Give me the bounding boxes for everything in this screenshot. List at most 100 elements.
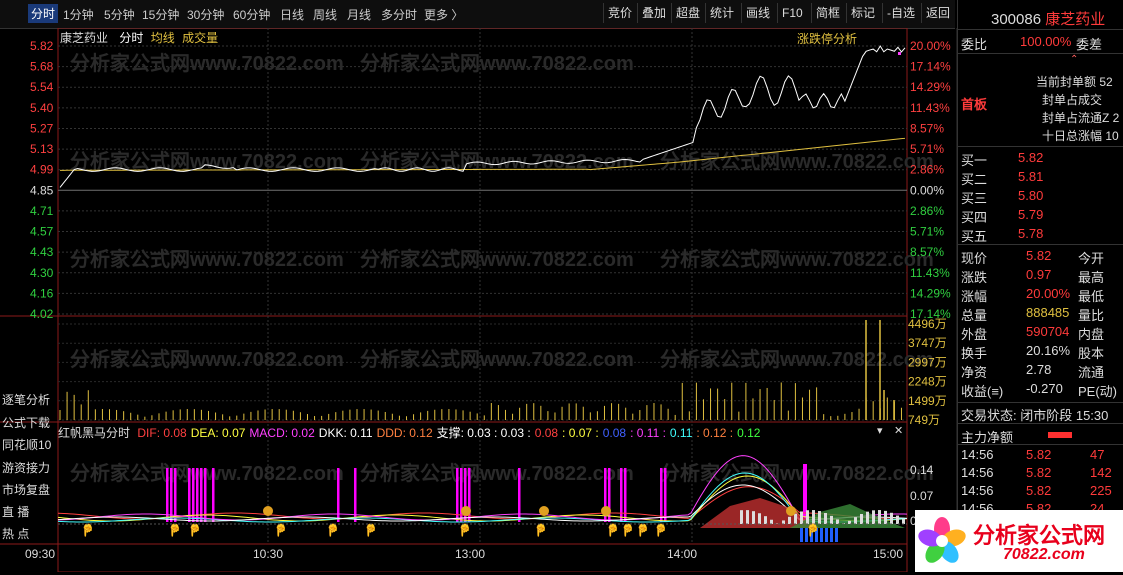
market-review-button[interactable]: 市场复盘 [2, 481, 50, 498]
volume-tick-label: 4496万 [908, 317, 947, 331]
signal-bar [200, 468, 203, 522]
quote-value: 0.97 [1026, 267, 1051, 282]
indicator-hist-bar [824, 513, 827, 524]
time-tick-label: 10:30 [253, 547, 283, 561]
bid-price: 5.82 [1018, 150, 1043, 165]
quote-label: 涨跌 [961, 267, 987, 286]
tab-1min[interactable]: 1分钟 [63, 6, 94, 23]
indicator-hist-bar [800, 511, 803, 524]
pointer-icon: ☝ [635, 523, 650, 538]
price-tick-label: 5.27 [30, 121, 54, 135]
trade-status: 交易状态: 闭市阶段 15:30 [961, 405, 1108, 424]
price-tick-label: 5.68 [30, 60, 54, 74]
tick-price: 5.82 [1026, 465, 1051, 480]
wb-label: 委比 [961, 34, 987, 53]
pointer-icon: ☝ [653, 523, 668, 538]
indicator-close-icon[interactable]: ✕ [894, 424, 903, 437]
bid-price: 5.81 [1018, 169, 1043, 184]
watermark-text: 分析家公式网www.70822.com [660, 149, 934, 173]
tab-intraday[interactable]: 分时 [28, 4, 58, 23]
quote-label: 收益(≡) [961, 381, 1003, 400]
watermark-text: 分析家公式网www.70822.com [360, 347, 634, 371]
indicator-hist-bar-blue [830, 528, 833, 542]
limit-marker [898, 52, 901, 55]
pointer-icon: ☝ [533, 523, 548, 538]
quote-label: 总量 [961, 305, 987, 324]
expand-icon[interactable]: ⌃ [1070, 54, 1078, 65]
quote-panel: 300086 康芝药业 委比 100.00% 委差 ⌃ 首板 当前封单额 52 … [957, 0, 1123, 572]
quote-value: 5.82 [1026, 248, 1051, 263]
back-button[interactable]: 返回 [921, 3, 954, 23]
price-tick-label: 5.40 [30, 101, 54, 115]
volume-tick-label: 2248万 [908, 375, 947, 389]
indicator-hist-bar [866, 512, 869, 524]
tab-daily[interactable]: 日线 [280, 6, 304, 23]
tab-30min[interactable]: 30分钟 [187, 6, 224, 23]
price-tick-label: 5.54 [30, 80, 54, 94]
indicator-value: DDD: 0.12 [377, 426, 433, 440]
tab-weekly[interactable]: 周线 [313, 6, 337, 23]
intraday-chart[interactable]: 分析家公式网www.70822.com 分析家公式网www.70822.com 分析… [0, 28, 957, 572]
indicator-value: DEA: 0.07 [191, 426, 246, 440]
tab-5min[interactable]: 5分钟 [104, 6, 135, 23]
tab-multi-intraday[interactable]: 多分时 [381, 6, 417, 23]
indicator-hist-bar [836, 519, 839, 524]
signal-bar [170, 468, 173, 522]
bid-level-label: 买二 [961, 169, 987, 188]
indicator-hist-bar [854, 517, 857, 524]
stats-button[interactable]: 统计 [705, 3, 738, 23]
pointer-icon: ☝ [605, 523, 620, 538]
pct-tick-label: 20.00% [910, 39, 951, 53]
bid-level-label: 买五 [961, 226, 987, 245]
tab-15min[interactable]: 15分钟 [142, 6, 179, 23]
time-tick-label: 14:00 [667, 547, 697, 561]
signal-bar [166, 468, 169, 522]
pct-tick-label: 5.71% [910, 225, 944, 239]
f10-button[interactable]: F10 [777, 3, 807, 23]
draw-line-button[interactable]: 画线 [741, 3, 774, 23]
bid-level-label: 买四 [961, 207, 987, 226]
mark-button[interactable]: 标记 [846, 3, 879, 23]
simple-frame-button[interactable]: 简框 [811, 3, 844, 23]
indicator-value: 0.11 [670, 426, 692, 440]
indicator-dropdown-icon[interactable]: ▾ [877, 424, 883, 437]
watermark-text: 分析家公式网www.70822.com [360, 51, 634, 75]
super-button[interactable]: 超盘 [671, 3, 704, 23]
auction-button[interactable]: 竞价 [603, 3, 636, 23]
indicator-hist-bar [752, 511, 755, 524]
indicator-hist-bar [740, 510, 743, 524]
indicator-hist-bar-blue [835, 528, 838, 542]
pointer-icon: ☝ [363, 523, 378, 538]
pct-tick-label: 2.86% [910, 163, 944, 177]
limit-analysis-button[interactable]: 涨跌停分析 [797, 30, 857, 47]
remove-watchlist-button[interactable]: -自选 [882, 3, 919, 23]
pct-tick-label: 8.57% [910, 245, 944, 259]
hot-spot-button[interactable]: 热 点 [2, 525, 29, 542]
quote-label-right: PE(动) [1078, 381, 1117, 400]
ths10-button[interactable]: 同花顺10 [2, 436, 51, 453]
first-board-badge: 首板 [961, 94, 987, 113]
indicator-hist-bar [902, 519, 905, 524]
bid-price: 5.80 [1018, 188, 1043, 203]
formula-download-button[interactable]: 公式下载 [2, 414, 50, 431]
tab-more[interactable]: 更多 〉 [424, 6, 463, 23]
chart-stock-name: 康芝药业 [60, 31, 108, 45]
tick-analysis-button[interactable]: 逐笔分析 [2, 391, 50, 408]
tab-60min[interactable]: 60分钟 [233, 6, 270, 23]
overlay-button[interactable]: 叠加 [637, 3, 670, 23]
indicator-hist-bar [878, 510, 881, 524]
indicator-hist-bar [758, 513, 761, 524]
period-tab-bar: 分时 1分钟 5分钟 15分钟 30分钟 60分钟 日线 周线 月线 多分时 更… [0, 0, 955, 29]
watermark-text: 分析家公式网www.70822.com [660, 347, 934, 371]
live-button[interactable]: 直 播 [2, 503, 29, 520]
signal-bar [354, 468, 357, 522]
volume-tick-label: 1499万 [908, 394, 947, 408]
price-tick-label: 5.82 [30, 39, 54, 53]
indicator-value: 0.08 [603, 426, 626, 440]
hot-money-button[interactable]: 游资接力 [2, 459, 50, 476]
stock-code: 300086 [991, 11, 1041, 28]
wb-value: 100.00% [1020, 34, 1071, 49]
tab-monthly[interactable]: 月线 [347, 6, 371, 23]
pct-tick-label: 11.43% [910, 101, 950, 115]
